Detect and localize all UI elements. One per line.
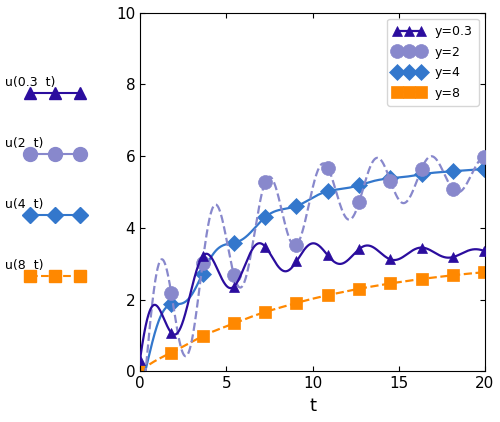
y=8 — [475, 270, 481, 275]
y=0.3 — [476, 247, 482, 252]
Text: u(8  t): u(8 t) — [5, 260, 44, 272]
y=2 — [428, 154, 434, 159]
y=0.3 — [482, 249, 488, 254]
y=4 — [197, 277, 203, 282]
y=4 — [270, 210, 276, 215]
y=2 — [270, 176, 276, 181]
y=4 — [482, 166, 488, 171]
y=0.3 — [256, 241, 262, 246]
y=2 — [176, 338, 182, 343]
y=0.3 — [197, 259, 203, 264]
Line: y=0.3: y=0.3 — [135, 238, 490, 365]
y=8 — [137, 369, 143, 374]
Text: u(0.3  t): u(0.3 t) — [5, 76, 56, 89]
y=0.3 — [176, 327, 182, 333]
y=2 — [482, 154, 488, 159]
X-axis label: t: t — [309, 397, 316, 415]
y=0.3 — [137, 357, 143, 362]
y=0.3 — [270, 255, 276, 260]
y=8 — [197, 335, 203, 340]
Legend: y=0.3, y=2, y=4, y=8: y=0.3, y=2, y=4, y=8 — [387, 19, 479, 106]
Text: u(2  t): u(2 t) — [5, 137, 44, 150]
y=4 — [284, 206, 290, 211]
Text: u(4  t): u(4 t) — [5, 198, 44, 211]
y=4 — [176, 301, 182, 306]
y=2 — [284, 230, 290, 235]
y=0.3 — [438, 254, 444, 259]
y=8 — [482, 270, 488, 275]
Line: y=8: y=8 — [134, 267, 490, 377]
y=8 — [176, 346, 182, 351]
Line: y=2: y=2 — [133, 149, 492, 422]
Line: y=4: y=4 — [134, 163, 490, 397]
y=0.3 — [284, 268, 290, 273]
y=4 — [475, 167, 481, 172]
y=2 — [197, 283, 203, 288]
y=8 — [270, 307, 276, 312]
y=2 — [438, 165, 444, 170]
y=2 — [476, 160, 482, 165]
y=4 — [438, 170, 444, 175]
y=8 — [438, 274, 444, 279]
y=4 — [137, 389, 143, 394]
y=8 — [284, 303, 290, 308]
